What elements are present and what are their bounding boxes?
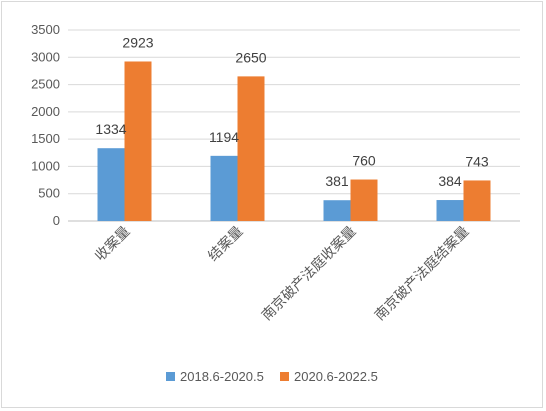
y-axis-ticks: 0 500 1000 1500 2000 2500 3000 3500 [31, 22, 60, 228]
bar-series-2 [463, 180, 491, 221]
data-label: 760 [352, 153, 376, 169]
y-tick-label: 1000 [31, 158, 60, 173]
bar-series-2 [350, 179, 378, 221]
y-tick-label: 3500 [31, 22, 60, 37]
bar-series-2 [124, 61, 152, 221]
y-tick-label: 2500 [31, 77, 60, 92]
legend: 2018.6-2020.5 2020.6-2022.5 [166, 369, 378, 384]
y-tick-label: 0 [53, 213, 60, 228]
data-label: 2923 [122, 34, 153, 50]
x-tick-label: 结案量 [205, 223, 247, 265]
data-label: 384 [438, 173, 462, 189]
data-label: 743 [465, 153, 489, 169]
y-tick-label: 1500 [31, 131, 60, 146]
x-tick-label: 南京破产法庭结案量 [371, 223, 472, 324]
bars [97, 61, 491, 221]
data-label: 381 [325, 173, 349, 189]
x-tick-label: 南京破产法庭收案量 [258, 223, 359, 324]
data-label: 2650 [235, 49, 266, 65]
x-tick-label: 收案量 [92, 223, 134, 265]
bar-series-1 [323, 200, 351, 221]
legend-swatch [166, 372, 175, 381]
y-tick-label: 500 [38, 186, 60, 201]
y-tick-label: 2000 [31, 104, 60, 119]
bar-series-2 [237, 76, 265, 221]
bar-series-1 [97, 148, 125, 221]
bar-series-1 [210, 155, 238, 221]
legend-swatch [280, 372, 289, 381]
bar-series-1 [436, 200, 464, 221]
x-axis-category-labels: 收案量 结案量 南京破产法庭收案量 南京破产法庭结案量 [92, 223, 473, 324]
data-label: 1194 [209, 129, 239, 145]
legend-label: 2018.6-2020.5 [180, 369, 264, 384]
legend-label: 2020.6-2022.5 [294, 369, 378, 384]
data-label: 1334 [95, 121, 126, 137]
y-tick-label: 3000 [31, 49, 60, 64]
